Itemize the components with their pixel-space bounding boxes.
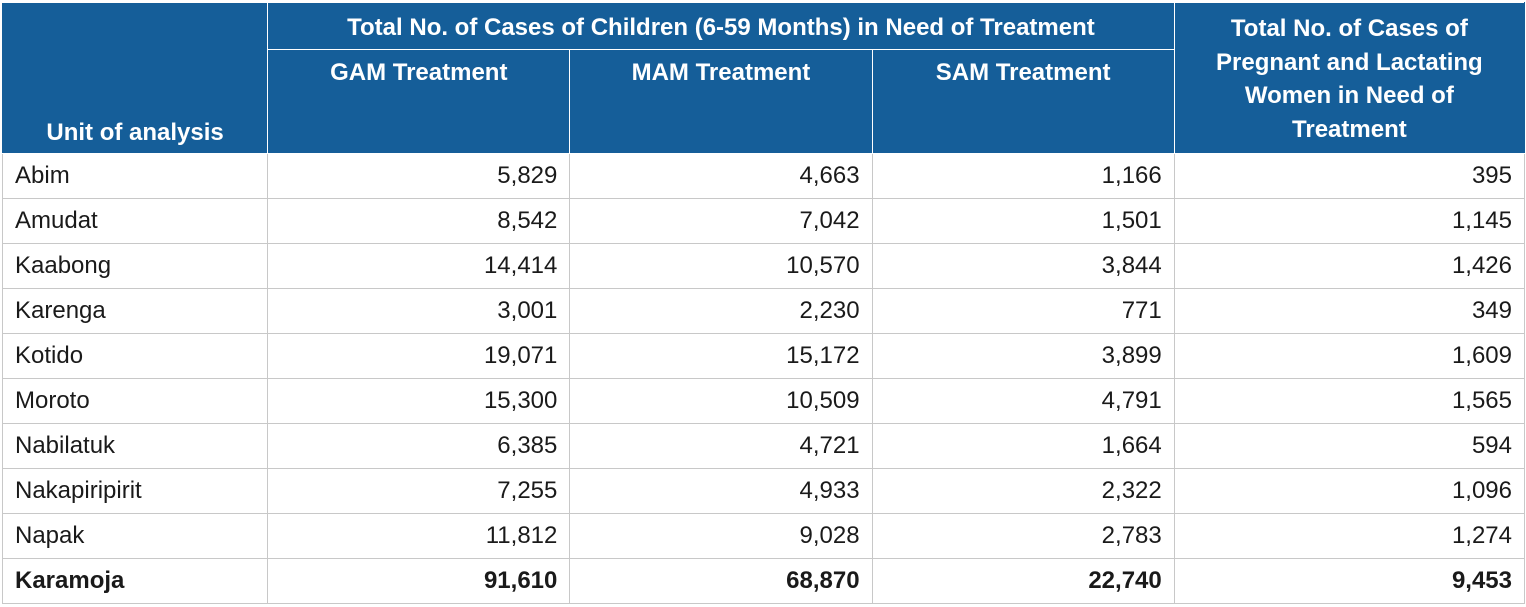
mam-cell: 9,028 xyxy=(569,513,873,559)
mam-cell: 4,721 xyxy=(569,423,873,469)
header-row-1: Unit of analysis Total No. of Cases of C… xyxy=(1,2,1526,154)
gam-cell: 15,300 xyxy=(267,378,571,424)
unit-cell: Kotido xyxy=(1,333,269,379)
gam-cell: 19,071 xyxy=(267,333,571,379)
plw-cell: 594 xyxy=(1173,423,1526,469)
sam-cell: 3,899 xyxy=(871,333,1175,379)
table-row: Amudat 8,542 7,042 1,501 1,145 xyxy=(1,198,1526,244)
unit-cell: Nabilatuk xyxy=(1,423,269,469)
sam-cell: 2,783 xyxy=(871,513,1175,559)
plw-cell: 1,145 xyxy=(1173,198,1526,244)
sam-cell: 1,501 xyxy=(871,198,1175,244)
unit-cell: Amudat xyxy=(1,198,269,244)
total-mam-cell: 68,870 xyxy=(569,558,873,604)
plw-cell: 1,609 xyxy=(1173,333,1526,379)
gam-cell: 5,829 xyxy=(267,153,571,199)
table-row: Moroto 15,300 10,509 4,791 1,565 xyxy=(1,378,1526,424)
unit-of-analysis-header: Unit of analysis xyxy=(1,2,269,154)
mam-cell: 4,933 xyxy=(569,468,873,514)
sam-cell: 771 xyxy=(871,288,1175,334)
unit-cell: Karenga xyxy=(1,288,269,334)
table-header: Unit of analysis Total No. of Cases of C… xyxy=(1,2,1526,154)
table-row: Kotido 19,071 15,172 3,899 1,609 xyxy=(1,333,1526,379)
plw-cell: 1,426 xyxy=(1173,243,1526,289)
table-row: Nabilatuk 6,385 4,721 1,664 594 xyxy=(1,423,1526,469)
sam-cell: 1,664 xyxy=(871,423,1175,469)
plw-cases-header: Total No. of Cases of Pregnant and Lacta… xyxy=(1173,2,1526,154)
sam-cell: 4,791 xyxy=(871,378,1175,424)
total-unit-cell: Karamoja xyxy=(1,558,269,604)
mam-cell: 15,172 xyxy=(569,333,873,379)
plw-cell: 1,274 xyxy=(1173,513,1526,559)
plw-cell: 349 xyxy=(1173,288,1526,334)
plw-cell: 1,565 xyxy=(1173,378,1526,424)
table-row: Nakapiripirit 7,255 4,933 2,322 1,096 xyxy=(1,468,1526,514)
plw-cell: 395 xyxy=(1173,153,1526,199)
mam-cell: 10,570 xyxy=(569,243,873,289)
table-body: Abim 5,829 4,663 1,166 395 Amudat 8,542 … xyxy=(1,153,1526,604)
gam-cell: 8,542 xyxy=(267,198,571,244)
table-row: Kaabong 14,414 10,570 3,844 1,426 xyxy=(1,243,1526,289)
table-row: Napak 11,812 9,028 2,783 1,274 xyxy=(1,513,1526,559)
header-row-2: GAM Treatment MAM Treatment SAM Treatmen… xyxy=(3,49,1525,154)
gam-cell: 7,255 xyxy=(267,468,571,514)
table-row: Karenga 3,001 2,230 771 349 xyxy=(1,288,1526,334)
table-row: Abim 5,829 4,663 1,166 395 xyxy=(1,153,1526,199)
unit-cell: Nakapiripirit xyxy=(1,468,269,514)
unit-cell: Abim xyxy=(1,153,269,199)
sam-cell: 2,322 xyxy=(871,468,1175,514)
total-plw-cell: 9,453 xyxy=(1173,558,1526,604)
mam-cell: 10,509 xyxy=(569,378,873,424)
children-cases-group-header: Total No. of Cases of Children (6-59 Mon… xyxy=(267,2,1175,50)
mam-cell: 4,663 xyxy=(569,153,873,199)
total-gam-cell: 91,610 xyxy=(267,558,571,604)
unit-cell: Napak xyxy=(1,513,269,559)
sam-cell: 1,166 xyxy=(871,153,1175,199)
gam-cell: 6,385 xyxy=(267,423,571,469)
mam-cell: 2,230 xyxy=(569,288,873,334)
sam-treatment-header: SAM Treatment xyxy=(871,49,1175,154)
sam-cell: 3,844 xyxy=(871,243,1175,289)
plw-cell: 1,096 xyxy=(1173,468,1526,514)
total-row: Karamoja 91,610 68,870 22,740 9,453 xyxy=(1,558,1526,604)
unit-cell: Moroto xyxy=(1,378,269,424)
total-sam-cell: 22,740 xyxy=(871,558,1175,604)
unit-cell: Kaabong xyxy=(1,243,269,289)
gam-cell: 3,001 xyxy=(267,288,571,334)
mam-cell: 7,042 xyxy=(569,198,873,244)
gam-cell: 11,812 xyxy=(267,513,571,559)
gam-cell: 14,414 xyxy=(267,243,571,289)
mam-treatment-header: MAM Treatment xyxy=(569,49,873,154)
gam-treatment-header: GAM Treatment xyxy=(267,49,571,154)
